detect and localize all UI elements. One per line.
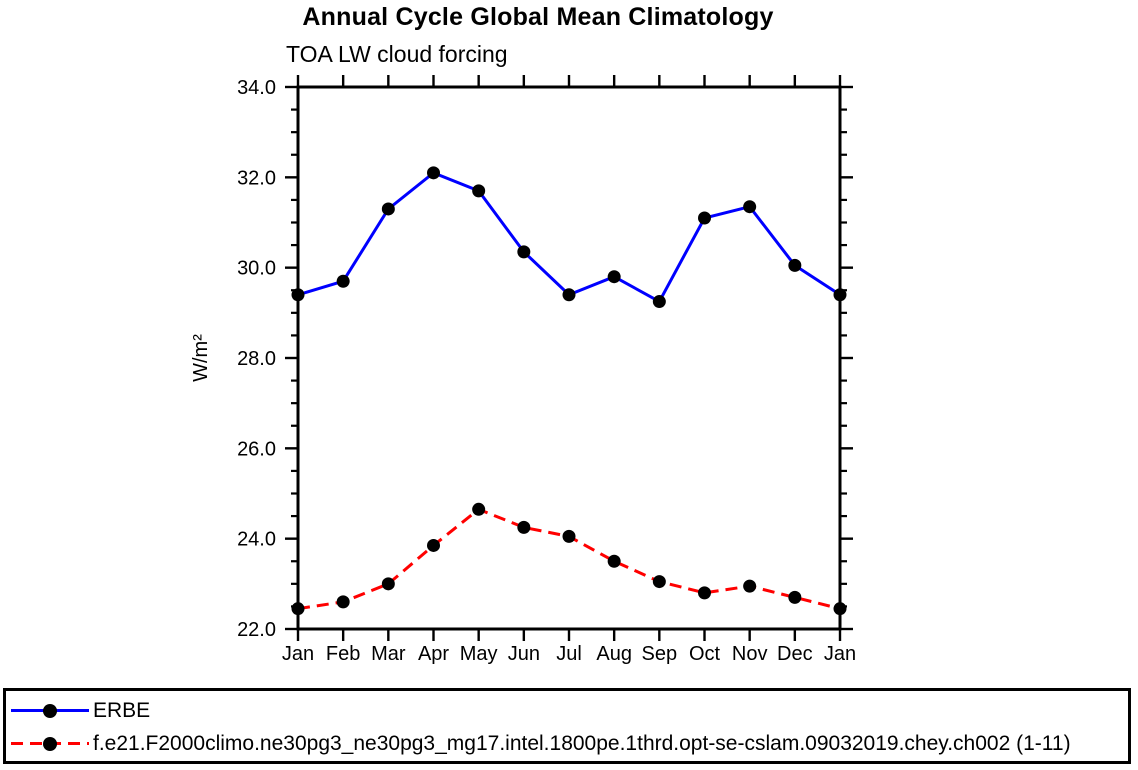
series-0-marker [381,202,395,216]
chart-title: Annual Cycle Global Mean Climatology [302,3,774,31]
series-1-marker [607,554,621,568]
x-tick-label: Jan [282,643,314,665]
series-0-marker [833,288,847,302]
series-1-marker [743,579,757,593]
x-tick-label: Jul [556,643,582,665]
y-tick-label: 24.0 [237,529,276,551]
series-0-marker [472,184,486,198]
x-tick-label: Jan [824,643,856,665]
x-tick-label: Jun [508,643,540,665]
series-0-marker [427,166,440,180]
x-tick-label: Nov [732,643,768,665]
y-tick-label: 28.0 [237,348,276,370]
x-tick-label: Apr [418,643,449,665]
series-1-marker [517,520,531,534]
plot-frame [296,85,842,631]
series-1-marker [336,595,350,609]
legend: ERBE f.e21.F2000climo.ne30pg3_ne30pg3_mg… [3,688,1131,764]
y-tick-label: 26.0 [237,438,276,460]
x-tick-label: Dec [777,643,813,665]
legend-item: ERBE [11,694,1128,727]
series-1-marker [562,529,576,543]
x-tick-label: Oct [689,643,721,665]
series-0-marker [562,288,576,302]
circle-marker-icon [43,736,57,751]
series-0-marker [517,245,531,259]
legend-label: f.e21.F2000climo.ne30pg3_ne30pg3_mg17.in… [93,731,1071,755]
y-tick-label: 22.0 [237,619,276,641]
legend-line-swatch [11,703,89,718]
series-1-marker [291,602,305,616]
series-0-marker [336,274,350,288]
series-1-marker [381,577,395,591]
x-tick-label: Mar [371,643,406,665]
series-1-marker [698,586,711,600]
legend-line-swatch [11,736,89,751]
x-tick-label: May [460,643,498,665]
series-0-marker [607,270,621,284]
y-tick-label: 30.0 [237,258,276,280]
series-1-marker [472,502,486,516]
y-tick-label: 34.0 [237,77,276,99]
circle-marker-icon [43,703,57,718]
series-0-marker [652,295,666,309]
series-0-marker [743,200,757,214]
series-0-line [297,171,841,304]
y-tick-label: 32.0 [237,167,276,189]
series-0-marker [698,211,711,225]
x-tick-label: Sep [642,643,678,665]
series-1-marker [833,602,847,616]
series-1-marker [427,538,440,552]
chart-subtitle: TOA LW cloud forcing [286,41,508,67]
legend-label: ERBE [93,698,151,722]
series-0-marker [788,258,802,272]
series-1-marker [652,575,666,589]
legend-item: f.e21.F2000climo.ne30pg3_ne30pg3_mg17.in… [11,727,1128,760]
series-0-marker [291,288,305,302]
series-1-marker [788,590,802,604]
y-axis-title: W/m² [190,334,212,382]
series-1-line [297,507,841,611]
x-tick-label: Aug [596,643,632,665]
x-tick-label: Feb [326,643,360,665]
